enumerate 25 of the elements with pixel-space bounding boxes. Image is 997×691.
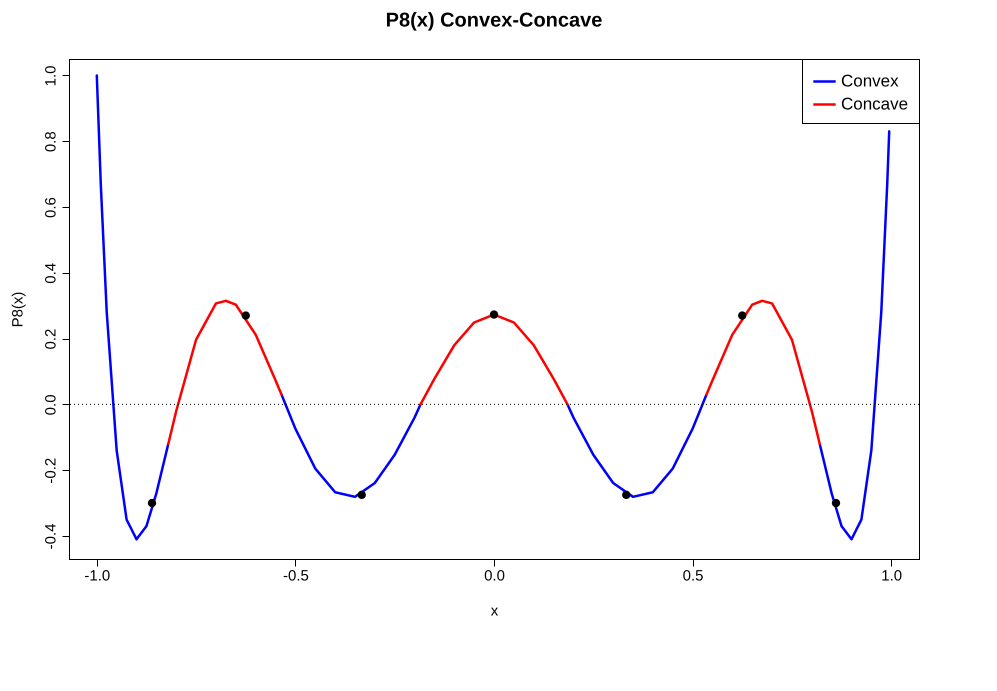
point xyxy=(738,311,746,320)
legend-label: Convex xyxy=(841,72,900,90)
y-tick-label: 1.0 xyxy=(42,66,60,86)
y-tick-label: 0.6 xyxy=(42,197,60,218)
point xyxy=(490,310,498,319)
point xyxy=(242,311,250,320)
x-axis-title: x xyxy=(490,602,499,620)
y-axis-title: P8(x) xyxy=(10,292,26,328)
legend-label: Concave xyxy=(841,94,908,114)
point xyxy=(622,490,630,500)
point xyxy=(358,490,366,500)
x-tick-label: 1.0 xyxy=(881,568,902,584)
y-tick-label: -0.2 xyxy=(42,458,60,484)
y-tick-label: 0.4 xyxy=(42,262,60,284)
x-tick-label: -1.0 xyxy=(84,568,110,584)
y-tick-label: 0.0 xyxy=(42,394,60,416)
x-tick-label: -0.5 xyxy=(282,568,309,584)
x-tick-label: 0.5 xyxy=(682,568,704,584)
x-tick-label: 0.0 xyxy=(484,568,505,584)
y-tick-label: 0.8 xyxy=(42,131,60,152)
y-tick-label: -0.4 xyxy=(42,524,60,550)
point xyxy=(148,498,156,508)
point xyxy=(832,498,840,508)
y-tick-label: 0.2 xyxy=(42,328,60,350)
chart-title: P8(x) Convex-Concave xyxy=(386,10,602,32)
